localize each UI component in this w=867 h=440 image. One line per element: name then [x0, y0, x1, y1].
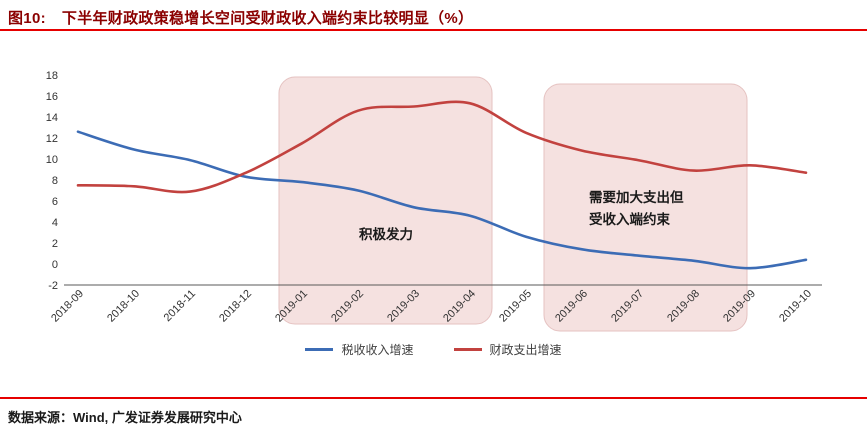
fiscal-expenditure-line-swatch [453, 348, 482, 351]
series [76, 100, 808, 270]
y-tick-label: 8 [52, 175, 58, 187]
legend-item-tax-revenue: 税收收入增速 [305, 341, 414, 358]
y-tick-label: 16 [46, 91, 58, 103]
figure-number: 图10: [8, 10, 46, 27]
highlight-region [278, 76, 493, 325]
legend-item-fiscal-expenditure: 财政支出增速 [453, 341, 562, 358]
chart-legend: 税收收入增速 财政支出增速 [0, 341, 867, 358]
legend-label-fiscal-expenditure: 财政支出增速 [489, 343, 562, 357]
highlight-region [543, 83, 748, 332]
title-rule [0, 29, 867, 31]
legend-label-tax-revenue: 税收收入增速 [341, 343, 414, 357]
figure-title: 图10: 下半年财政政策稳增长空间受财政收入端约束比较明显（%） [8, 7, 473, 28]
highlight-regions [278, 76, 748, 332]
x-tick-label: 2018-09 [49, 288, 86, 325]
figure-title-text: 下半年财政政策稳增长空间受财政收入端约束比较明显（%） [61, 10, 474, 27]
y-tick-label: 18 [46, 70, 58, 82]
tax-revenue-line-swatch [305, 348, 334, 351]
x-tick-label: 2018-12 [217, 288, 254, 325]
x-tick-label: 2019-10 [777, 288, 814, 325]
series-line-tax-revenue [76, 130, 808, 270]
y-tick-label: 2 [52, 238, 58, 250]
y-tick-label: 14 [46, 112, 58, 124]
y-tick-label: 4 [52, 217, 58, 229]
annotation-text: 积极发力 [359, 226, 413, 242]
y-tick-label: 0 [52, 259, 58, 271]
data-source: 数据来源：Wind, 广发证券发展研究中心 [8, 410, 242, 425]
source-rule [0, 397, 867, 399]
y-tick-label: -2 [48, 280, 58, 292]
x-tick-label: 2018-11 [162, 288, 198, 324]
x-tick-label: 2018-10 [105, 288, 142, 325]
annotation-text: 需要加大支出但受收入端约束 [589, 189, 684, 227]
y-tick-label: 12 [46, 133, 58, 145]
y-tick-label: 6 [52, 196, 58, 208]
y-tick-label: 10 [46, 154, 58, 166]
series-line-fiscal-expenditure [76, 100, 808, 194]
annotations: 积极发力 需要加大支出但受收入端约束 [359, 189, 684, 242]
x-tick-label: 2019-05 [497, 288, 534, 325]
